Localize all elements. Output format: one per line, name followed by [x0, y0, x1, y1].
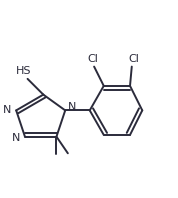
Text: N: N: [68, 102, 77, 112]
Text: Cl: Cl: [128, 54, 139, 64]
Text: HS: HS: [15, 66, 31, 76]
Text: N: N: [2, 105, 11, 115]
Text: Cl: Cl: [87, 54, 98, 64]
Text: N: N: [12, 132, 20, 143]
